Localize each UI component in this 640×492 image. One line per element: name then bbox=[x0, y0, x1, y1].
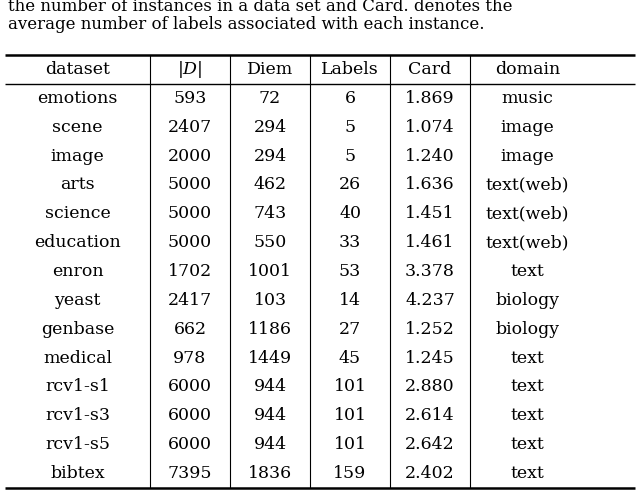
Text: 1.636: 1.636 bbox=[405, 177, 455, 193]
Text: 1.869: 1.869 bbox=[405, 90, 455, 107]
Text: 1449: 1449 bbox=[248, 350, 292, 367]
Text: biology: biology bbox=[495, 292, 559, 309]
Text: text: text bbox=[511, 263, 545, 280]
Text: 26: 26 bbox=[339, 177, 361, 193]
Text: 3.378: 3.378 bbox=[405, 263, 455, 280]
Text: 6000: 6000 bbox=[168, 407, 212, 424]
Text: 4.237: 4.237 bbox=[405, 292, 455, 309]
Text: $|D|$: $|D|$ bbox=[177, 59, 203, 80]
Text: 5: 5 bbox=[344, 119, 356, 136]
Text: text(web): text(web) bbox=[486, 205, 569, 222]
Text: education: education bbox=[34, 234, 121, 251]
Text: 159: 159 bbox=[333, 465, 367, 482]
Text: rcv1-s3: rcv1-s3 bbox=[45, 407, 110, 424]
Text: 6000: 6000 bbox=[168, 436, 212, 453]
Text: 550: 550 bbox=[253, 234, 287, 251]
Text: 462: 462 bbox=[253, 177, 287, 193]
Text: 40: 40 bbox=[339, 205, 361, 222]
Text: average number of labels associated with each instance.: average number of labels associated with… bbox=[8, 16, 484, 33]
Text: 2.642: 2.642 bbox=[405, 436, 455, 453]
Text: image: image bbox=[51, 148, 104, 164]
Text: arts: arts bbox=[60, 177, 95, 193]
Text: 5000: 5000 bbox=[168, 234, 212, 251]
Text: scene: scene bbox=[52, 119, 103, 136]
Text: Labels: Labels bbox=[321, 61, 379, 78]
Text: 72: 72 bbox=[259, 90, 281, 107]
Text: 294: 294 bbox=[253, 148, 287, 164]
Text: 294: 294 bbox=[253, 119, 287, 136]
Text: image: image bbox=[500, 148, 554, 164]
Text: science: science bbox=[45, 205, 110, 222]
Text: enron: enron bbox=[52, 263, 103, 280]
Text: Card: Card bbox=[408, 61, 452, 78]
Text: music: music bbox=[502, 90, 554, 107]
Text: 2.880: 2.880 bbox=[405, 378, 455, 396]
Text: 5: 5 bbox=[344, 148, 356, 164]
Text: 2000: 2000 bbox=[168, 148, 212, 164]
Text: emotions: emotions bbox=[37, 90, 118, 107]
Text: 1001: 1001 bbox=[248, 263, 292, 280]
Text: 53: 53 bbox=[339, 263, 361, 280]
Text: text: text bbox=[511, 407, 545, 424]
Text: 944: 944 bbox=[253, 407, 287, 424]
Text: 978: 978 bbox=[173, 350, 207, 367]
Text: 1836: 1836 bbox=[248, 465, 292, 482]
Text: bibtex: bibtex bbox=[50, 465, 105, 482]
Text: text(web): text(web) bbox=[486, 234, 569, 251]
Text: 101: 101 bbox=[333, 436, 367, 453]
Text: medical: medical bbox=[43, 350, 112, 367]
Text: text(web): text(web) bbox=[486, 177, 569, 193]
Text: 33: 33 bbox=[339, 234, 361, 251]
Text: text: text bbox=[511, 378, 545, 396]
Text: yeast: yeast bbox=[54, 292, 100, 309]
Text: rcv1-s1: rcv1-s1 bbox=[45, 378, 110, 396]
Text: rcv1-s5: rcv1-s5 bbox=[45, 436, 110, 453]
Text: dataset: dataset bbox=[45, 61, 110, 78]
Text: 944: 944 bbox=[253, 436, 287, 453]
Text: 5000: 5000 bbox=[168, 177, 212, 193]
Text: 7395: 7395 bbox=[168, 465, 212, 482]
Text: 593: 593 bbox=[173, 90, 207, 107]
Text: 103: 103 bbox=[253, 292, 287, 309]
Text: 5000: 5000 bbox=[168, 205, 212, 222]
Text: 1.245: 1.245 bbox=[405, 350, 455, 367]
Text: 2.614: 2.614 bbox=[405, 407, 455, 424]
Text: 2.402: 2.402 bbox=[405, 465, 455, 482]
Text: text: text bbox=[511, 465, 545, 482]
Text: 944: 944 bbox=[253, 378, 287, 396]
Text: 2407: 2407 bbox=[168, 119, 212, 136]
Text: biology: biology bbox=[495, 321, 559, 338]
Text: Diem: Diem bbox=[247, 61, 293, 78]
Text: 14: 14 bbox=[339, 292, 361, 309]
Text: 101: 101 bbox=[333, 378, 367, 396]
Text: 1.451: 1.451 bbox=[405, 205, 455, 222]
Text: 662: 662 bbox=[173, 321, 207, 338]
Text: genbase: genbase bbox=[41, 321, 114, 338]
Text: 1.240: 1.240 bbox=[405, 148, 455, 164]
Text: 1.252: 1.252 bbox=[405, 321, 455, 338]
Text: 743: 743 bbox=[253, 205, 287, 222]
Text: 6000: 6000 bbox=[168, 378, 212, 396]
Text: image: image bbox=[500, 119, 554, 136]
Text: 101: 101 bbox=[333, 407, 367, 424]
Text: 1186: 1186 bbox=[248, 321, 292, 338]
Text: 27: 27 bbox=[339, 321, 361, 338]
Text: text: text bbox=[511, 350, 545, 367]
Text: 1.461: 1.461 bbox=[405, 234, 455, 251]
Text: 1.074: 1.074 bbox=[405, 119, 455, 136]
Text: 6: 6 bbox=[344, 90, 355, 107]
Text: text: text bbox=[511, 436, 545, 453]
Text: the number of instances in a data set and Card. denotes the: the number of instances in a data set an… bbox=[8, 0, 513, 15]
Text: domain: domain bbox=[495, 61, 560, 78]
Text: 45: 45 bbox=[339, 350, 361, 367]
Text: 1702: 1702 bbox=[168, 263, 212, 280]
Text: 2417: 2417 bbox=[168, 292, 212, 309]
